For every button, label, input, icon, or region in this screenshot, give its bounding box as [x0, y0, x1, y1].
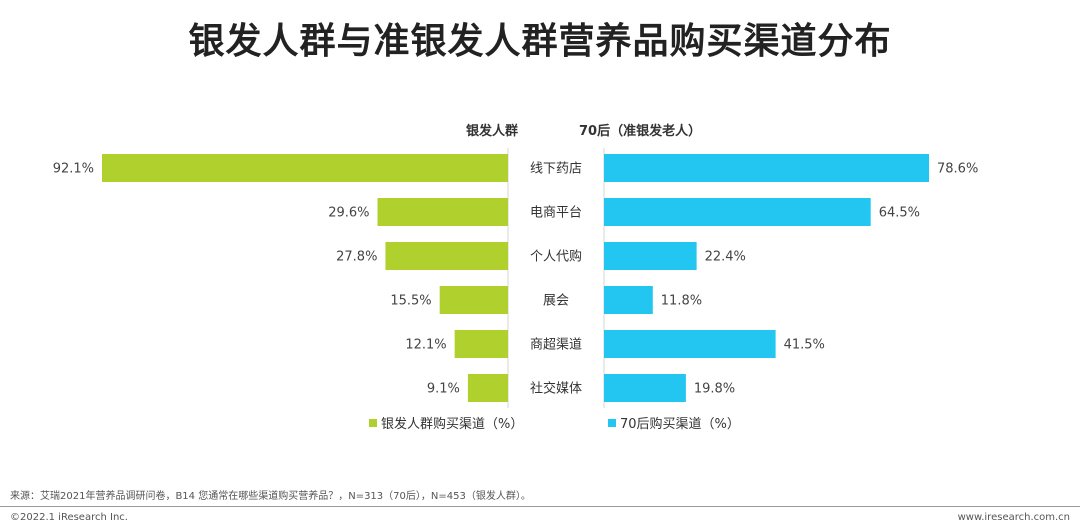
left-value-label: 12.1% [405, 338, 446, 353]
category-label: 个人代购 [530, 249, 582, 265]
left-bar [467, 374, 508, 402]
category-label: 商超渠道 [530, 338, 582, 353]
footer-url[interactable]: www.iresearch.com.cn [957, 512, 1070, 523]
right-value-label: 78.6% [937, 162, 978, 177]
footer-source: 来源：艾瑞2021年营养品调研问卷，B14 您通常在哪些渠道购买营养品？，N=3… [10, 491, 531, 502]
butterfly-bar-chart: 银发人群 70后（准银发老人） 92.1% 78.6% 线下药店 29.6% 64.5%… [53, 123, 979, 432]
right-bar [604, 286, 653, 314]
left-bar [377, 198, 508, 226]
left-value-label: 27.8% [336, 250, 377, 265]
category-label: 电商平台 [530, 206, 582, 221]
legend-swatch-right [608, 419, 616, 427]
left-value-label: 9.1% [427, 382, 460, 397]
left-value-label: 15.5% [390, 294, 431, 309]
right-header: 70后（准银发老人） [579, 123, 701, 139]
legend-label-left: 银发人群购买渠道（%） [381, 416, 523, 432]
right-bar [604, 330, 776, 358]
right-bar [604, 154, 929, 182]
left-bar [439, 286, 508, 314]
right-bar [604, 198, 871, 226]
category-label: 社交媒体 [530, 381, 582, 397]
right-bar [604, 242, 697, 270]
left-header: 银发人群 [466, 123, 518, 139]
right-value-label: 41.5% [784, 338, 825, 353]
footer-copyright: ©2022.1 iResearch Inc. [10, 512, 128, 523]
left-bar [102, 154, 508, 182]
right-value-label: 64.5% [879, 206, 920, 221]
legend-label-right: 70后购买渠道（%） [620, 416, 740, 432]
right-value-label: 11.8% [661, 294, 702, 309]
left-value-label: 92.1% [53, 162, 94, 177]
left-bar [385, 242, 508, 270]
footer-divider [0, 506, 1080, 507]
category-label: 线下药店 [530, 162, 582, 177]
left-bar [454, 330, 508, 358]
right-value-label: 22.4% [705, 250, 746, 265]
page-title: 银发人群与准银发人群营养品购买渠道分布 [188, 21, 892, 62]
legend-swatch-left [369, 419, 377, 427]
right-bar [604, 374, 686, 402]
category-label: 展会 [543, 294, 569, 309]
left-value-label: 29.6% [328, 206, 369, 221]
right-value-label: 19.8% [694, 382, 735, 397]
